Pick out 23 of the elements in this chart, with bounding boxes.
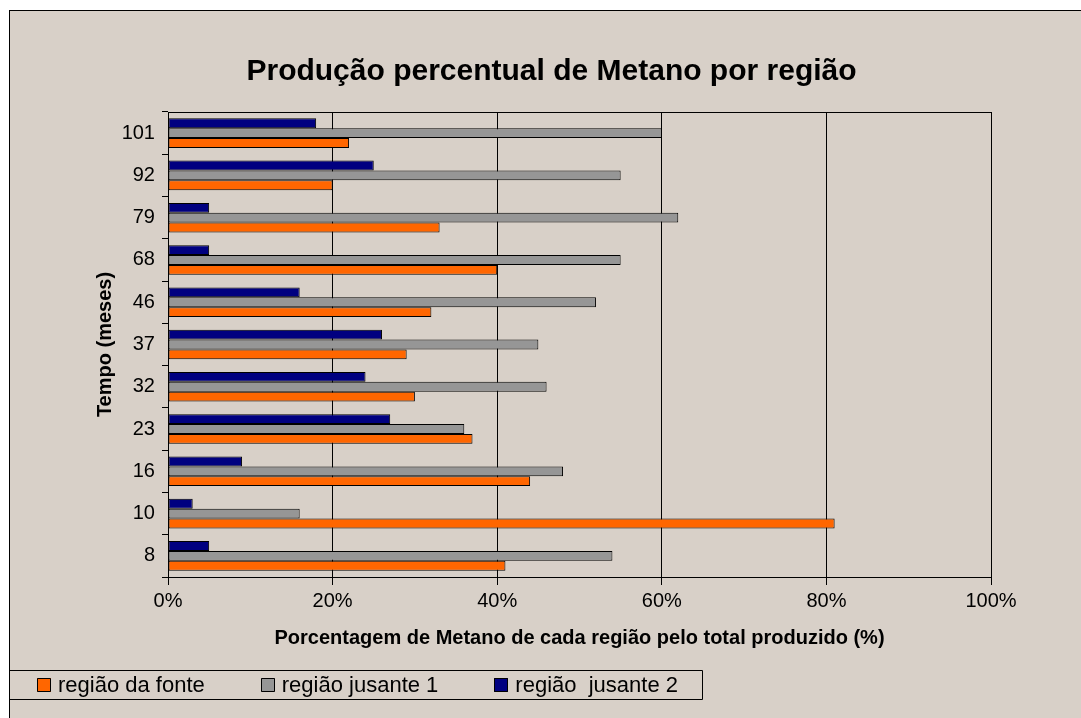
y-tick-label: 37 xyxy=(132,332,155,355)
y-tick-label: 23 xyxy=(132,416,155,439)
y-tick-label: 8 xyxy=(143,543,155,566)
chart-title: Produção percentual de Metano por região xyxy=(246,53,857,87)
legend-label: região jusante 2 xyxy=(515,672,679,698)
x-tick-label: 60% xyxy=(641,588,683,611)
legend-label: região jusante 1 xyxy=(281,672,439,698)
y-tick-label: 68 xyxy=(132,247,155,270)
y-tick-label: 92 xyxy=(132,162,155,185)
legend-label: região da fonte xyxy=(58,672,205,698)
x-tick-label: 100% xyxy=(965,588,1017,611)
y-tick-label: 32 xyxy=(132,374,155,397)
x-tick-label: 80% xyxy=(806,588,847,611)
y-axis-title: Tempo (meses) xyxy=(92,271,115,418)
x-tick-label: 20% xyxy=(312,588,353,611)
x-tick-label: 40% xyxy=(477,588,518,611)
x-axis-title: Porcentagem de Metano de cada região pelo total produzido (%) xyxy=(274,625,885,648)
y-tick-label: 101 xyxy=(121,120,155,143)
x-tick-label: 0% xyxy=(153,588,183,611)
y-tick-label: 10 xyxy=(132,501,155,524)
y-tick-label: 16 xyxy=(132,458,155,481)
y-tick-label: 46 xyxy=(132,289,155,312)
y-tick-label: 79 xyxy=(132,205,155,228)
